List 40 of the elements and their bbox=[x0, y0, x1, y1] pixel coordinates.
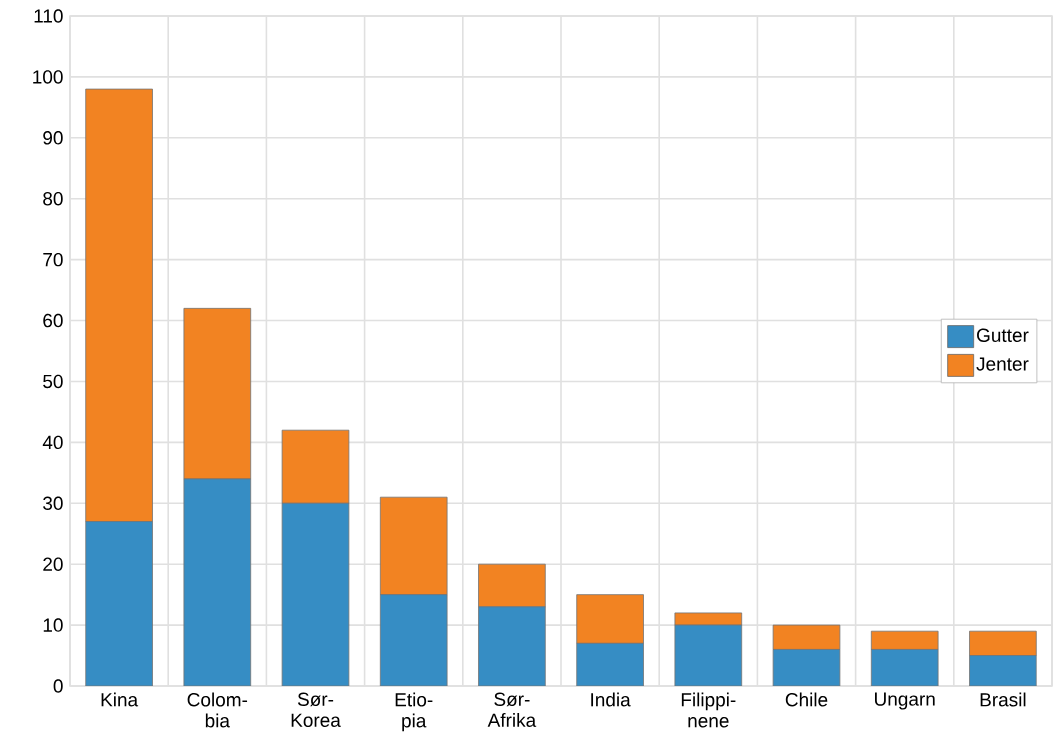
bar bbox=[282, 503, 349, 686]
x-tick-label: Colom- bia bbox=[187, 692, 248, 728]
bar bbox=[478, 563, 546, 608]
y-tick-label: 10 bbox=[43, 618, 63, 632]
bar bbox=[379, 496, 448, 596]
y-tick-label: 0 bbox=[53, 679, 63, 693]
y-tick-label: 100 bbox=[33, 70, 63, 84]
bar bbox=[478, 606, 546, 686]
y-tick-label: 90 bbox=[43, 131, 63, 145]
legend-label: Jenter bbox=[976, 357, 1029, 371]
y-tick-label: 50 bbox=[43, 374, 63, 389]
x-tick-label: Filippi- nene bbox=[681, 692, 736, 728]
y-tick-label: 30 bbox=[43, 496, 63, 510]
x-tick-label: Sør- Afrika bbox=[487, 692, 537, 727]
y-tick-label: 40 bbox=[42, 435, 63, 450]
bar bbox=[380, 594, 448, 686]
y-tick-label: 20 bbox=[43, 557, 63, 571]
y-tick-label: 80 bbox=[43, 192, 63, 206]
y-tick-label: 70 bbox=[43, 252, 63, 267]
bar bbox=[773, 649, 840, 686]
x-tick-label: Brasil bbox=[980, 692, 1026, 707]
bar bbox=[969, 655, 1037, 686]
bar bbox=[674, 612, 743, 626]
y-tick-label: 60 bbox=[43, 313, 63, 328]
bar bbox=[576, 643, 644, 686]
x-tick-label: Chile bbox=[785, 692, 828, 707]
bar bbox=[870, 630, 939, 650]
bar bbox=[674, 625, 742, 686]
x-tick-label: Kina bbox=[101, 692, 139, 707]
bar bbox=[871, 649, 939, 686]
x-tick-label: Ungarn bbox=[875, 692, 935, 710]
x-tick-label: Etio- pia bbox=[395, 692, 433, 732]
bar bbox=[576, 594, 644, 644]
legend-label: Gutter bbox=[977, 328, 1029, 342]
bar bbox=[85, 521, 153, 686]
x-tick-label: Sør- Korea bbox=[291, 692, 341, 727]
bar bbox=[772, 624, 841, 650]
x-tick-label: India bbox=[591, 692, 631, 707]
y-tick-label: 110 bbox=[34, 9, 63, 23]
bar bbox=[183, 478, 251, 686]
